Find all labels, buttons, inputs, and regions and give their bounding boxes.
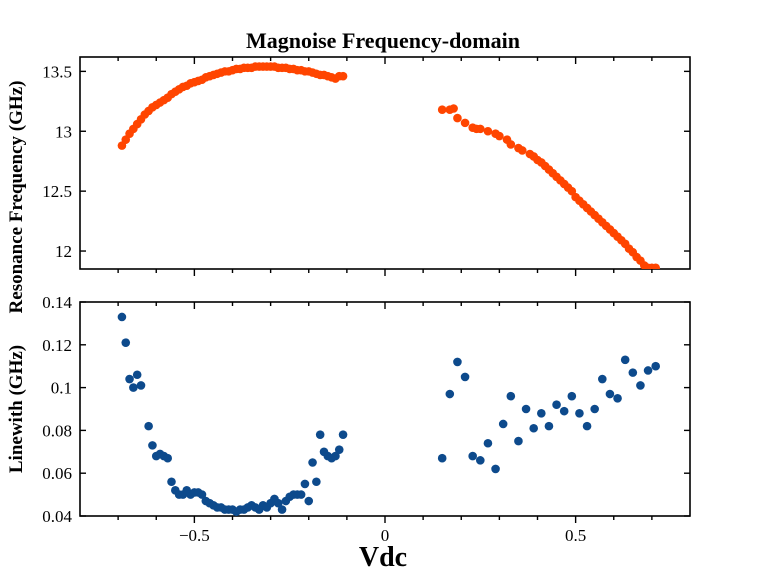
bottom-x-ticks: −0.5 0 0.5 xyxy=(117,302,653,545)
bottom-data-point xyxy=(620,355,630,365)
bottom-y-ticks: 0.04 0.06 0.08 0.1 0.12 0.14 xyxy=(42,293,690,526)
top-y-tick-label: 13 xyxy=(55,122,72,141)
bottom-data-point xyxy=(144,421,153,431)
bottom-data-point xyxy=(312,477,321,487)
bottom-data-point xyxy=(437,453,447,463)
bottom-data-point xyxy=(567,391,577,401)
x-tick-label: 0.5 xyxy=(565,526,586,545)
bottom-y-tick-label: 0.1 xyxy=(51,379,72,398)
bottom-data-point xyxy=(491,464,500,474)
bottom-data-point xyxy=(453,357,462,367)
bottom-data-point xyxy=(468,451,477,461)
bottom-data-point xyxy=(148,441,157,450)
bottom-y-tick-label: 0.14 xyxy=(42,293,72,312)
x-axis-label: Vdc xyxy=(359,542,407,573)
bottom-data-point xyxy=(277,505,287,514)
bottom-marker-group xyxy=(117,312,660,516)
bottom-y-tick-label: 0.06 xyxy=(42,464,72,483)
top-y-tick-label: 12 xyxy=(55,242,72,261)
bottom-data-point xyxy=(132,370,142,380)
bottom-data-point xyxy=(331,451,340,461)
bottom-data-point xyxy=(582,421,592,431)
bottom-y-axis-label: Linewith (GHz) xyxy=(6,345,27,473)
top-data-point xyxy=(453,113,462,123)
bottom-data-point xyxy=(163,453,172,463)
bottom-data-point xyxy=(529,423,538,433)
bottom-data-point xyxy=(636,381,645,390)
panel-linewidth: 0.04 0.06 0.08 0.1 0.12 0.14 −0.5 0 0.5 Linewit… xyxy=(6,293,691,545)
bottom-data-point xyxy=(514,436,523,446)
x-tick-label: −0.5 xyxy=(179,526,210,545)
top-data-point xyxy=(476,124,485,134)
bottom-data-point xyxy=(651,361,660,371)
top-marker-group xyxy=(117,62,660,269)
top-data-points xyxy=(117,62,660,269)
bottom-data-point xyxy=(559,406,569,416)
top-y-ticks: 12 12.5 13 13.5 xyxy=(42,62,690,261)
chart-title: Magnoise Frequency-domain xyxy=(246,28,520,53)
bottom-data-point xyxy=(125,374,134,384)
bottom-data-point xyxy=(643,366,653,375)
bottom-data-point xyxy=(304,496,314,506)
bottom-data-point xyxy=(552,400,561,410)
bottom-data-point xyxy=(273,498,283,508)
top-data-point xyxy=(449,104,458,113)
bottom-data-point xyxy=(537,408,546,418)
bottom-data-point xyxy=(197,490,207,499)
top-y-tick-label: 12.5 xyxy=(42,182,72,201)
top-data-point xyxy=(338,71,348,81)
bottom-data-point xyxy=(498,419,508,429)
bottom-data-point xyxy=(506,391,516,401)
top-data-point xyxy=(460,118,470,128)
bottom-data-point xyxy=(445,389,455,399)
bottom-data-point xyxy=(300,479,310,489)
bottom-data-point xyxy=(167,477,176,487)
top-data-point xyxy=(437,105,447,115)
bottom-data-point xyxy=(598,374,607,384)
bottom-data-point xyxy=(338,430,348,439)
x-tick-label: 0 xyxy=(381,526,390,545)
bottom-data-point xyxy=(334,445,344,454)
bottom-y-tick-label: 0.12 xyxy=(42,336,72,355)
bottom-data-point xyxy=(308,458,317,467)
bottom-data-point xyxy=(460,372,470,382)
top-y-axis-label: Resonance Frequency (GHz) xyxy=(6,81,27,314)
bottom-data-point xyxy=(121,338,131,347)
bottom-data-point xyxy=(117,312,127,322)
top-y-tick-label: 13.5 xyxy=(42,62,72,81)
bottom-data-point xyxy=(575,408,584,418)
top-data-point xyxy=(517,146,527,155)
top-x-ticks xyxy=(117,57,653,276)
top-data-point xyxy=(495,131,504,141)
bottom-data-point xyxy=(628,368,638,377)
top-data-point xyxy=(506,140,516,149)
top-axes-frame xyxy=(79,56,691,270)
bottom-data-point xyxy=(605,389,615,399)
bottom-data-point xyxy=(483,438,493,448)
bottom-data-point xyxy=(296,490,306,499)
bottom-data-point xyxy=(590,404,599,414)
bottom-data-point xyxy=(544,421,554,431)
bottom-y-tick-label: 0.04 xyxy=(42,507,72,526)
bottom-data-point xyxy=(613,394,622,403)
bottom-data-point xyxy=(129,383,138,392)
bottom-y-tick-label: 0.08 xyxy=(42,421,72,440)
bottom-data-point xyxy=(315,430,325,439)
bottom-data-point xyxy=(136,381,146,390)
bottom-data-point xyxy=(521,404,531,414)
top-data-point xyxy=(651,263,660,269)
panel-resonance-frequency: 12 12.5 13 13.5 Resonance Frequency (GHz) xyxy=(6,56,691,314)
bottom-data-points xyxy=(117,312,660,516)
bottom-data-point xyxy=(476,456,485,465)
top-data-point xyxy=(483,126,493,136)
